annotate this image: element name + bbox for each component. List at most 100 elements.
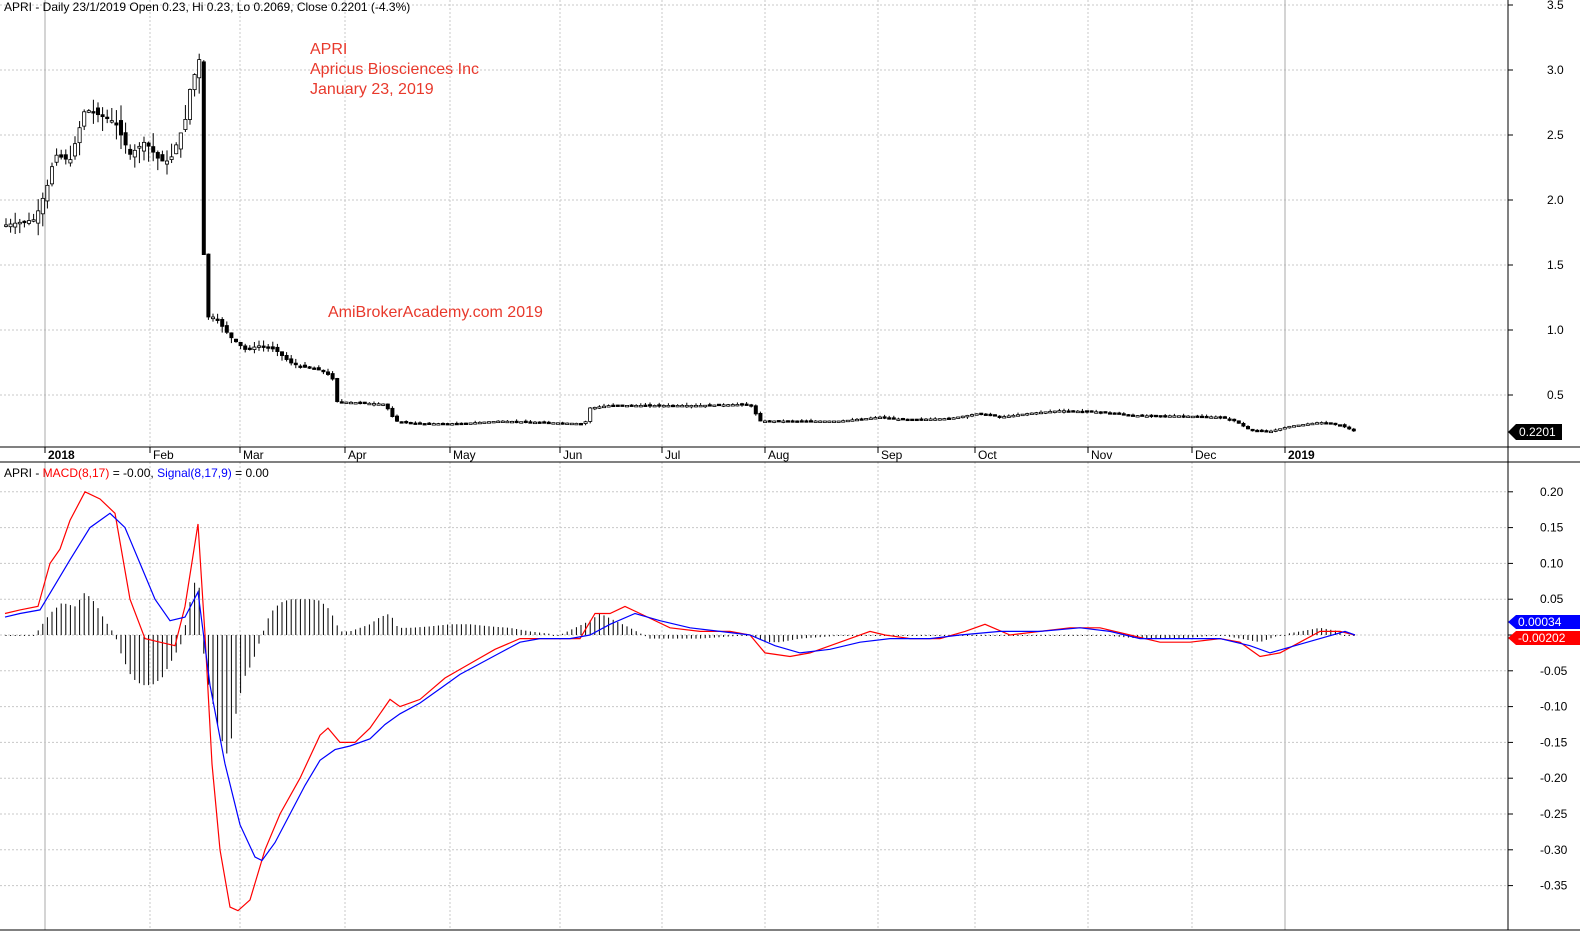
candle-body-2 xyxy=(13,222,18,228)
candle-body-20 xyxy=(96,107,101,116)
candle-body-65 xyxy=(302,364,307,368)
candle-body-217 xyxy=(1002,416,1007,419)
candle-body-227 xyxy=(1048,411,1053,414)
candle-body-287 xyxy=(1324,422,1329,425)
candle-body-9 xyxy=(45,184,50,202)
macd-tick-label-2: 0.10 xyxy=(1540,556,1564,570)
macd-header-macd-value: = -0.00, xyxy=(109,466,158,480)
candle-body-128 xyxy=(592,406,597,410)
candle-body-265 xyxy=(1223,416,1228,419)
candle-body-281 xyxy=(1296,424,1301,427)
candle-body-228 xyxy=(1052,410,1057,413)
candle-body-220 xyxy=(1016,414,1021,417)
candle-body-178 xyxy=(822,420,827,423)
candle-body-234 xyxy=(1080,410,1085,414)
candle-body-233 xyxy=(1075,410,1080,414)
candle-body-276 xyxy=(1273,429,1278,432)
price-tick-label-4: 2.5 xyxy=(1547,128,1564,142)
price-tick-label-3: 2.0 xyxy=(1547,193,1564,207)
candle-body-15 xyxy=(73,143,78,157)
candle-body-57 xyxy=(266,346,271,349)
candle-body-69 xyxy=(321,369,326,373)
candle-body-132 xyxy=(611,404,616,408)
month-label-10: Nov xyxy=(1091,448,1112,462)
candle-body-120 xyxy=(556,422,561,425)
price-candles xyxy=(4,53,1356,434)
candle-body-172 xyxy=(795,420,800,423)
macd-value-tag-label: -0.00202 xyxy=(1518,631,1566,645)
candle-body-116 xyxy=(537,421,542,424)
candle-body-77 xyxy=(358,401,363,405)
candle-body-292 xyxy=(1347,426,1352,430)
candle-body-218 xyxy=(1006,415,1011,418)
candle-body-283 xyxy=(1305,423,1310,426)
candle-body-18 xyxy=(86,110,91,113)
candle-body-135 xyxy=(625,404,630,408)
candle-body-275 xyxy=(1269,430,1274,434)
candle-body-4 xyxy=(22,220,27,224)
candle-body-117 xyxy=(542,421,547,424)
candle-body-149 xyxy=(689,404,694,408)
month-label-12: 2019 xyxy=(1288,448,1315,462)
watermark: AmiBrokerAcademy.com 2019 xyxy=(328,304,543,321)
candle-body-249 xyxy=(1149,414,1154,418)
candle-body-115 xyxy=(533,421,538,425)
candle-body-134 xyxy=(620,404,625,407)
candle-body-229 xyxy=(1057,410,1062,413)
candle-body-255 xyxy=(1177,415,1182,418)
candle-body-5 xyxy=(26,220,31,224)
candle-body-91 xyxy=(422,423,427,426)
candle-body-137 xyxy=(634,404,639,408)
candle-body-164 xyxy=(758,412,763,422)
candle-body-153 xyxy=(707,404,712,407)
candle-body-243 xyxy=(1121,413,1126,416)
candle-body-133 xyxy=(615,404,620,407)
candle-body-89 xyxy=(413,422,418,425)
candle-body-99 xyxy=(459,422,464,426)
candle-body-202 xyxy=(933,418,938,421)
macd-tick-label-1: 0.15 xyxy=(1540,521,1564,535)
candle-body-168 xyxy=(776,420,781,423)
candle-body-210 xyxy=(970,414,975,417)
macd-header: APRI - MACD(8,17) = -0.00, Signal(8,17,9… xyxy=(4,466,269,480)
candle-body-79 xyxy=(367,402,372,406)
candle-body-47 xyxy=(220,319,225,327)
candle-body-104 xyxy=(482,421,487,424)
macd-histogram xyxy=(5,582,1355,754)
candle-body-186 xyxy=(859,418,864,421)
candle-body-50 xyxy=(233,338,238,343)
candle-body-152 xyxy=(703,404,708,408)
macd-header-prefix: APRI - xyxy=(4,466,43,480)
macd-tick-label-3: 0.05 xyxy=(1540,592,1564,606)
candle-body-39 xyxy=(183,119,188,130)
candle-body-280 xyxy=(1292,425,1297,428)
candle-body-51 xyxy=(238,341,243,347)
candle-body-189 xyxy=(873,417,878,420)
candle-body-174 xyxy=(804,420,809,423)
candle-body-259 xyxy=(1195,415,1200,418)
candle-body-245 xyxy=(1131,414,1136,417)
candle-body-37 xyxy=(174,144,179,155)
macd-tick-label-9: -0.25 xyxy=(1540,807,1568,821)
candle-body-124 xyxy=(574,422,579,426)
candle-body-199 xyxy=(919,418,924,421)
candle-body-250 xyxy=(1154,414,1159,418)
candle-body-13 xyxy=(63,154,68,160)
candle-body-6 xyxy=(31,219,36,222)
candle-body-60 xyxy=(279,351,284,356)
candle-body-223 xyxy=(1029,412,1034,415)
candle-body-63 xyxy=(293,362,298,366)
candle-body-84 xyxy=(390,407,395,418)
candle-body-214 xyxy=(988,413,993,417)
month-label-7: Aug xyxy=(768,448,789,462)
candle-body-17 xyxy=(82,111,87,127)
candle-body-204 xyxy=(942,418,947,421)
candle-body-108 xyxy=(500,420,505,423)
candle-body-162 xyxy=(749,404,754,407)
candle-body-154 xyxy=(712,404,717,407)
candle-body-70 xyxy=(325,371,330,375)
macd-tick-label-6: -0.10 xyxy=(1540,700,1568,714)
month-label-5: Jun xyxy=(563,448,582,462)
candle-body-10 xyxy=(50,166,55,185)
candle-body-288 xyxy=(1328,422,1333,425)
